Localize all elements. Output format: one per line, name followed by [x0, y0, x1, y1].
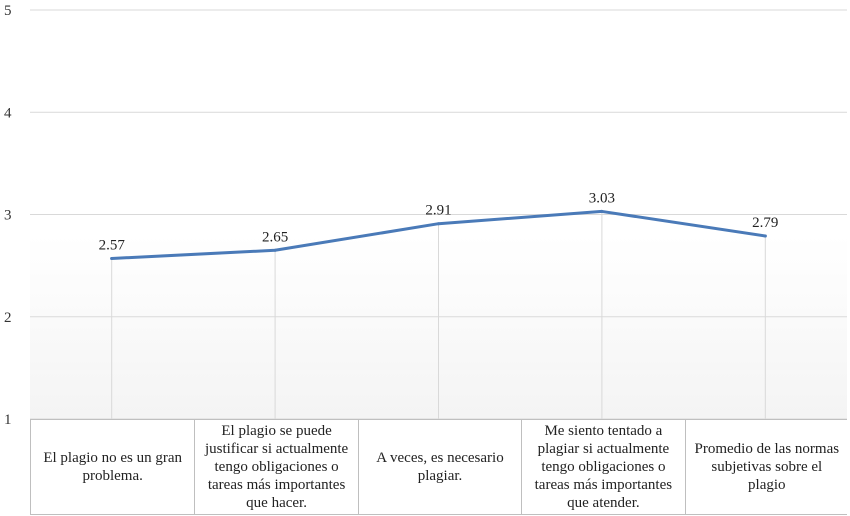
category-label: A veces, es necesario plagiar. [357, 420, 522, 514]
data-label: 3.03 [589, 190, 615, 206]
category-label: Me siento tentado a plagiar si actualmen… [521, 420, 685, 514]
data-labels: 2.57 2.65 2.91 3.03 2.79 [99, 190, 778, 260]
y-tick-label: 3 [4, 208, 12, 224]
data-point [273, 248, 277, 252]
data-label: 2.79 [752, 215, 778, 231]
data-label: 2.57 [99, 237, 126, 253]
y-axis: 1 2 3 4 5 [4, 3, 12, 428]
category-label: El plagio no es un gran problema. [31, 420, 195, 514]
data-label: 2.65 [262, 229, 288, 245]
category-label: Promedio de las normas subjetivas sobre … [684, 420, 848, 514]
data-point [110, 256, 114, 260]
data-label: 2.91 [425, 203, 451, 219]
category-table: El plagio no es un gran problema. El plag… [30, 419, 848, 515]
y-tick-label: 5 [4, 3, 12, 19]
data-point [437, 222, 440, 226]
data-point [600, 209, 604, 213]
category-drop-lines [111, 211, 766, 419]
y-tick-label: 1 [4, 412, 12, 428]
y-tick-label: 4 [4, 105, 12, 121]
category-label: El plagio se puede justificar si actualm… [194, 420, 358, 514]
data-point [763, 234, 767, 238]
y-tick-label: 2 [4, 310, 12, 326]
